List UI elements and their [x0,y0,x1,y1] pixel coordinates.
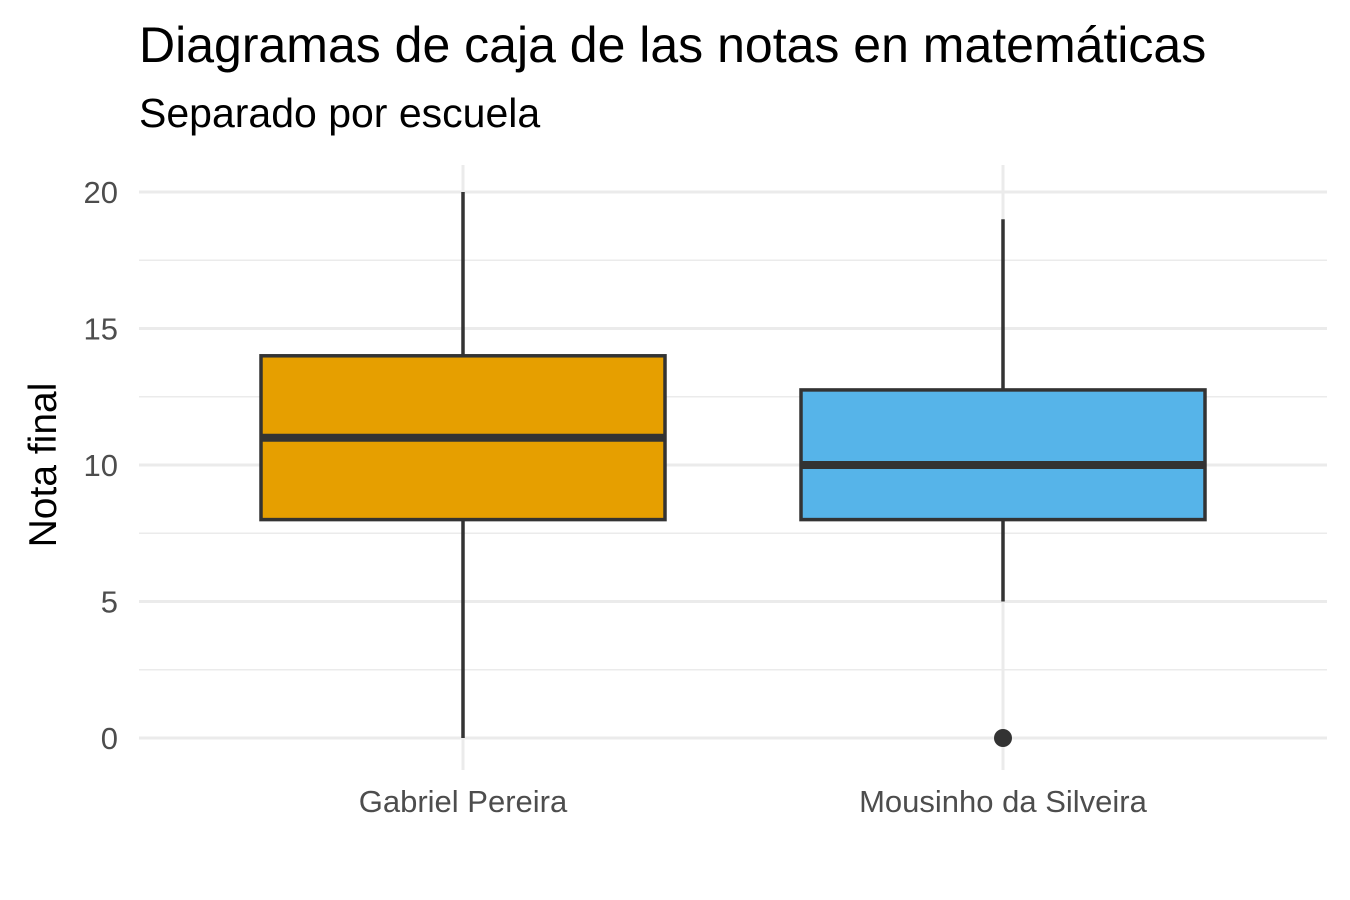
x-tick-label: Gabriel Pereira [359,784,568,819]
y-tick-labels: 0 5 10 15 20 [84,175,118,756]
y-tick-label: 0 [101,721,118,756]
box-2 [799,219,1207,747]
boxes [259,192,1207,747]
box-1 [259,192,667,738]
box-body [799,388,1207,522]
y-tick-label: 10 [84,448,118,483]
outlier-point [994,729,1012,747]
y-axis-title: Nota final [22,383,65,548]
y-tick-label: 20 [84,175,118,210]
x-tick-labels: Gabriel Pereira Mousinho da Silveira [359,784,1148,819]
y-tick-label: 15 [84,312,118,347]
chart-subtitle: Separado por escuela [139,90,541,136]
chart-title: Diagramas de caja de las notas en matemá… [139,17,1207,73]
y-tick-label: 5 [101,585,118,620]
x-tick-label: Mousinho da Silveira [859,784,1148,819]
